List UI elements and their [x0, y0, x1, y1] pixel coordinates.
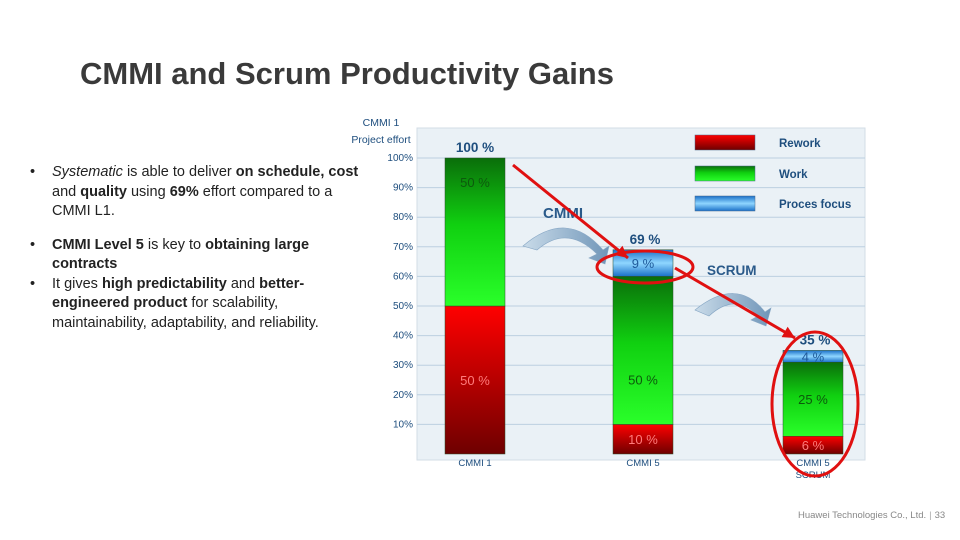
bullet-text-segment: quality — [80, 183, 127, 200]
highlight-ellipse — [770, 330, 860, 478]
highlight-arrow — [674, 266, 796, 340]
legend-label: Rework — [779, 138, 821, 150]
bar-total-label: 100 % — [456, 140, 494, 155]
bullet-list: • Systematic is able to deliver on sched… — [30, 163, 360, 333]
y-axis-title: Project effort — [351, 134, 410, 146]
bullet-dot: • — [30, 236, 36, 253]
bullet-text-segment: using — [126, 183, 170, 200]
bullet-text-segment: It gives — [52, 275, 102, 292]
bar-segment-label: 50 % — [460, 175, 490, 190]
y-tick-label: 20% — [393, 390, 413, 401]
bar-segment-label: 4 % — [802, 349, 825, 364]
footer-page-number: 33 — [934, 510, 946, 521]
y-tick-label: 30% — [393, 360, 413, 371]
legend-swatch — [694, 134, 756, 151]
bar-segment-rework — [612, 424, 674, 455]
x-category-label: CMMI 5 — [796, 458, 829, 469]
legend-label: Work — [779, 169, 808, 181]
bullet-dot: • — [30, 275, 36, 292]
x-category-label: CMMI 5 — [626, 458, 659, 469]
bullet-text: It gives high predictability and better-… — [52, 276, 319, 331]
y-tick-label: 100% — [387, 153, 413, 164]
bar-segment-work — [444, 157, 506, 307]
bullet-text-segment: effort compared to a CMMI L1. — [52, 183, 333, 220]
bullet-text-segment: CMMI Level 5 — [52, 236, 144, 253]
footer-separator: | — [929, 510, 932, 521]
bar-segment-label: 50 % — [460, 373, 490, 388]
bullet-text: CMMI Level 5 is key to obtaining large c… — [52, 237, 309, 273]
legend-label: Proces focus — [779, 199, 851, 211]
chart-marks: 10% 20% 30% 40% 50% 60% 70% 80% 90% 100% CMMI 1 Pro… — [351, 117, 865, 481]
y-tick-label: 70% — [393, 242, 413, 253]
bullet-item: • CMMI Level 5 is key to obtaining large… — [30, 236, 360, 275]
bullet-text-segment: 69% — [169, 183, 199, 200]
bar-segment-work — [612, 276, 674, 425]
highlight-arrow-head — [781, 326, 795, 338]
legend-swatch — [694, 195, 756, 212]
y-tick-label: 10% — [393, 419, 413, 430]
bullet-text-segment: and — [52, 183, 81, 200]
y-tick-label: 80% — [393, 212, 413, 223]
slide-footer: Huawei Technologies Co., Ltd. | 33 — [798, 510, 945, 521]
y-tick-label: 60% — [393, 271, 413, 282]
bullet-text-segment: high predictability — [101, 275, 227, 292]
bullet-item: • It gives high predictability and bette… — [30, 275, 360, 334]
slide-title: CMMI and Scrum Productivity Gains — [80, 56, 614, 91]
y-tick-label: 90% — [393, 183, 413, 194]
bar-segment-rework — [444, 305, 506, 455]
annotation-label: CMMI — [543, 205, 583, 222]
productivity-stacked-bar-chart: 10% 20% 30% 40% 50% 60% 70% 80% 90% 100% CMMI 1 Pro… — [351, 117, 866, 481]
y-tick-label: 40% — [393, 331, 413, 342]
highlight-ellipse — [595, 249, 695, 285]
x-category-label: CMMI 1 — [458, 458, 491, 469]
bar-segment-label: 9 % — [632, 256, 655, 271]
bar-total-label: 69 % — [630, 232, 661, 247]
bullet-text-segment: and — [226, 275, 260, 292]
bar-segment-label: 6 % — [802, 438, 825, 453]
bullet-text: Systematic is able to deliver on schedul… — [52, 164, 358, 219]
bullet-text-segment: is key to — [143, 236, 206, 253]
bar-segment-label: 50 % — [628, 372, 658, 387]
bullet-item: • Systematic is able to deliver on sched… — [30, 163, 360, 222]
bullet-text-segment: obtaining large contracts — [52, 236, 310, 273]
bullet-dot: • — [30, 164, 36, 180]
highlight-arrow — [512, 163, 629, 260]
bullet-text-segment: Systematic — [52, 164, 123, 180]
bar-segment-label: 25 % — [798, 392, 828, 407]
highlight-arrow-head — [614, 245, 628, 258]
legend-swatch — [694, 165, 756, 182]
bar-total-label: 35 % — [800, 332, 831, 347]
annotation-label: SCRUM — [707, 263, 757, 278]
process-arrow-icon — [522, 227, 610, 265]
bar-segment-label: 10 % — [628, 432, 658, 447]
bullet-text-segment: is able to deliver — [122, 164, 236, 180]
footer-company: Huawei Technologies Co., Ltd. — [798, 510, 927, 521]
y-tick-label: 50% — [393, 301, 413, 312]
y-axis-title: CMMI 1 — [363, 117, 400, 129]
bullet-text-segment: for scalability, maintainability, adapta… — [52, 295, 319, 331]
bullet-text-segment: better-engineered product — [52, 275, 305, 312]
bullet-text-segment: on schedule, cost — [235, 164, 359, 180]
